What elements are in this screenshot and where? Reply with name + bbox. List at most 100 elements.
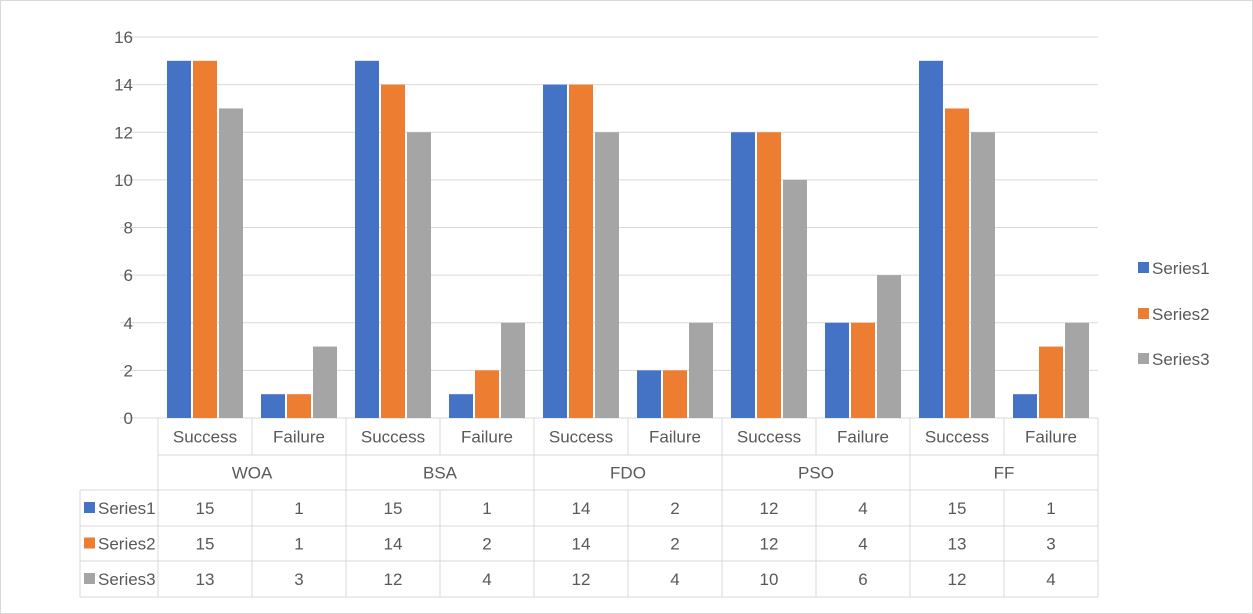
category-label: Success [925, 428, 989, 447]
bar-series2-8 [945, 108, 969, 418]
category-label: Failure [461, 428, 513, 447]
table-cell: 3 [294, 570, 303, 589]
bar-series2-7 [851, 322, 875, 418]
bar-series1-8 [919, 60, 943, 418]
legend-label: Series2 [1152, 305, 1210, 324]
category-label: Success [737, 428, 801, 447]
bar-series1-0 [167, 60, 191, 418]
y-tick-label: 10 [114, 171, 133, 190]
table-key-series2 [84, 537, 95, 549]
table-cell: 12 [760, 535, 779, 554]
table-cell: 10 [760, 570, 779, 589]
bar-series1-9 [1013, 394, 1037, 418]
table-cell: 14 [572, 499, 591, 518]
bar-series1-1 [261, 394, 285, 418]
bar-series3-5 [689, 322, 713, 418]
table-cell: 15 [948, 499, 967, 518]
y-tick-label: 6 [124, 266, 133, 285]
bar-series1-4 [543, 84, 567, 418]
table-cell: 2 [482, 535, 491, 554]
table-series-label: Series1 [98, 499, 156, 518]
category-label: Failure [837, 428, 889, 447]
bar-series2-0 [193, 60, 217, 418]
y-tick-label: 0 [124, 409, 133, 428]
bar-series3-6 [783, 179, 807, 418]
bar-series2-4 [569, 84, 593, 418]
group-label: FF [994, 464, 1015, 483]
table-cell: 15 [384, 499, 403, 518]
table-cell: 12 [384, 570, 403, 589]
table-cell: 12 [760, 499, 779, 518]
category-label: Success [173, 428, 237, 447]
table-cell: 4 [858, 499, 867, 518]
bar-series3-4 [595, 132, 619, 418]
data-table: Success Failure Success Failure Success Failu… [79, 418, 1099, 598]
table-key-series1 [84, 502, 95, 513]
legend-label: Series1 [1152, 259, 1210, 278]
category-label: Failure [649, 428, 701, 447]
bar-series2-6 [757, 132, 781, 418]
table-cell: 15 [196, 535, 215, 554]
table-cell: 14 [572, 535, 591, 554]
y-tick-label: 4 [124, 314, 133, 333]
category-label: Failure [1025, 428, 1077, 447]
table-cell: 13 [948, 535, 967, 554]
table-cell: 4 [482, 570, 491, 589]
bar-series3-7 [877, 275, 901, 418]
table-cell: 1 [294, 499, 303, 518]
table-series-label: Series3 [98, 570, 156, 589]
category-label: Success [361, 428, 425, 447]
bar-series3-8 [971, 132, 995, 418]
table-cell: 2 [670, 499, 679, 518]
table-cell: 4 [670, 570, 679, 589]
bar-series2-1 [287, 394, 311, 418]
bar-series2-9 [1039, 346, 1063, 418]
table-cell: 13 [196, 570, 215, 589]
table-series-label: Series2 [98, 535, 156, 554]
table-cell: 6 [858, 570, 867, 589]
bar-series1-6 [731, 132, 755, 418]
table-cell: 4 [1046, 570, 1055, 589]
table-cell: 1 [294, 535, 303, 554]
y-tick-label: 12 [114, 123, 133, 142]
category-label: Failure [273, 428, 325, 447]
bar-series2-2 [381, 84, 405, 418]
bar-series1-3 [449, 394, 473, 418]
legend-key-series3 [1138, 353, 1149, 364]
y-tick-label: 8 [124, 219, 133, 238]
bar-series3-9 [1065, 322, 1089, 418]
table-cell: 15 [196, 499, 215, 518]
table-cell: 2 [670, 535, 679, 554]
category-label: Success [549, 428, 613, 447]
table-cell: 1 [482, 499, 491, 518]
group-label: WOA [232, 464, 273, 483]
table-cell: 3 [1046, 535, 1055, 554]
bar-series3-3 [501, 322, 525, 418]
bar-series1-2 [355, 60, 379, 418]
y-tick-label: 16 [114, 28, 133, 47]
bar-series1-5 [637, 370, 661, 418]
bar-series3-2 [407, 132, 431, 418]
bar-series2-5 [663, 370, 687, 418]
legend-key-series2 [1138, 308, 1149, 319]
y-tick-label: 14 [114, 76, 133, 95]
table-cell: 12 [948, 570, 967, 589]
legend: Series1 Series2 Series3 [1138, 259, 1210, 369]
group-label: PSO [798, 464, 834, 483]
table-key-series3 [84, 573, 95, 584]
table-cell: 14 [384, 535, 403, 554]
table-cell: 12 [572, 570, 591, 589]
bar-series3-1 [313, 346, 337, 418]
group-label: BSA [423, 464, 458, 483]
bar-series1-7 [825, 322, 849, 418]
y-tick-label: 2 [124, 361, 133, 380]
bars [167, 60, 1089, 418]
legend-key-series1 [1138, 262, 1149, 273]
bar-series2-3 [475, 370, 499, 418]
bar-series3-0 [219, 108, 243, 418]
legend-label: Series3 [1152, 350, 1210, 369]
group-label: FDO [610, 464, 646, 483]
table-cell: 1 [1046, 499, 1055, 518]
